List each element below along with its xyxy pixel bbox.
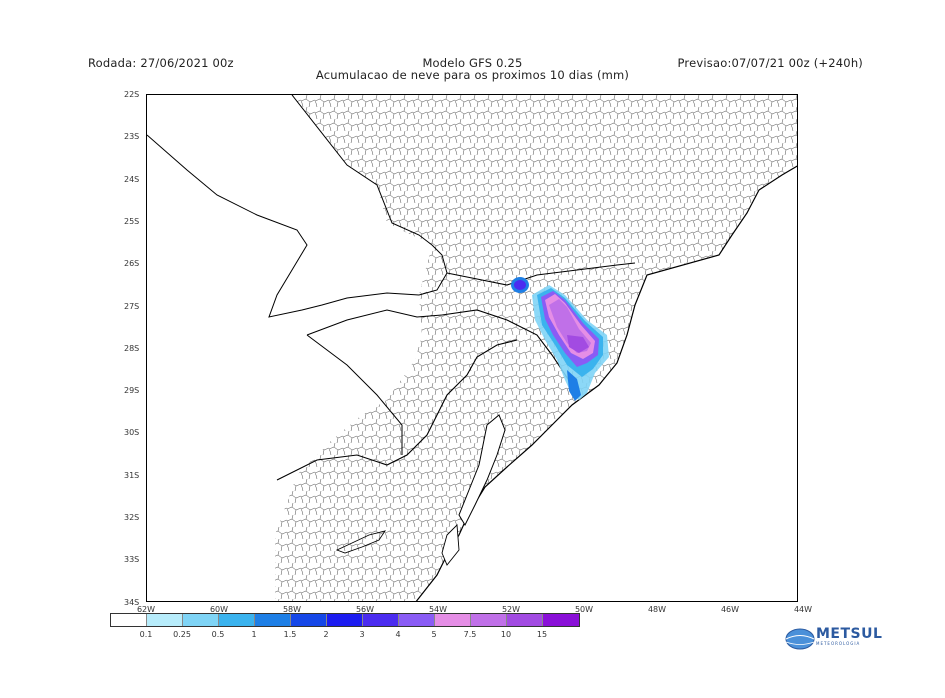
snow-accumulation <box>511 277 609 401</box>
longitude-label: 56W <box>355 605 375 614</box>
forecast-label: Previsao:07/07/21 00z (+240h) <box>677 56 863 70</box>
map-panel <box>146 94 798 602</box>
map-svg <box>147 95 797 601</box>
colorbar-cell <box>363 614 399 626</box>
latitude-label: 34S <box>124 597 140 607</box>
colorbar-cell <box>327 614 363 626</box>
colorbar-cell <box>543 614 579 626</box>
colorbar-cell <box>255 614 291 626</box>
colorbar-label: 1.5 <box>283 630 297 639</box>
colorbar-label: 2 <box>323 630 329 639</box>
country-border-west <box>306 309 443 455</box>
colorbar-label: 7.5 <box>463 630 477 639</box>
colorbar-label: 10 <box>500 630 512 639</box>
longitude-label: 60W <box>209 605 229 614</box>
colorbar-cell <box>291 614 327 626</box>
state-border-uruguay <box>276 339 518 481</box>
latitude-label: 25S <box>124 216 140 226</box>
longitude-label: 46W <box>720 605 740 614</box>
colorbar-cell <box>219 614 255 626</box>
colorbar-label: 0.25 <box>173 630 191 639</box>
latitude-label: 28S <box>124 343 140 353</box>
colorbar-cell <box>147 614 183 626</box>
latitude-label: 23S <box>124 132 140 142</box>
state-border-pr-sc <box>446 262 636 286</box>
colorbar-cell <box>471 614 507 626</box>
colorbar-label: 1 <box>251 630 257 639</box>
latitude-label: 22S <box>124 90 140 99</box>
colorbar-cell <box>435 614 471 626</box>
metsul-globe-icon <box>785 628 815 650</box>
latitude-label: 26S <box>124 259 140 269</box>
rio-de-la-plata-shore <box>335 530 387 554</box>
colorbar-label: 0.1 <box>139 630 153 639</box>
colorbar-cell <box>111 614 147 626</box>
model-title: Modelo GFS 0.25 <box>422 56 523 70</box>
country-border-paraguay <box>147 134 420 318</box>
latitude-label: 30S <box>124 428 140 438</box>
coastline <box>415 165 797 601</box>
colorbar-label: 4 <box>395 630 401 639</box>
latitude-label: 29S <box>124 386 140 396</box>
latitude-label: 27S <box>124 301 140 311</box>
run-label: Rodada: 27/06/2021 00z <box>88 56 234 70</box>
latitude-label: 31S <box>124 470 140 480</box>
longitude-label: 52W <box>501 605 521 614</box>
longitude-label: 54W <box>428 605 448 614</box>
longitude-label: 44W <box>793 605 813 614</box>
lagoa-mirim <box>441 523 460 566</box>
colorbar-cell <box>507 614 543 626</box>
longitude-label: 48W <box>647 605 667 614</box>
longitude-label: 58W <box>282 605 302 614</box>
latitude-label: 24S <box>124 174 140 184</box>
metsul-logo-text: METSUL <box>816 626 883 642</box>
longitude-label: 50W <box>574 605 594 614</box>
colorbar <box>110 613 580 627</box>
colorbar-label: 0.5 <box>211 630 225 639</box>
municipal-borders <box>275 95 797 601</box>
map-subtitle: Acumulacao de neve para os proximos 10 d… <box>315 68 630 82</box>
colorbar-label: 3 <box>359 630 365 639</box>
colorbar-cell <box>399 614 435 626</box>
colorbar-cell <box>183 614 219 626</box>
state-border-sc-rs <box>441 309 573 386</box>
longitude-label: 62W <box>136 605 156 614</box>
colorbar-label: 15 <box>536 630 548 639</box>
latitude-label: 33S <box>124 555 140 565</box>
metsul-logo-tagline: METEOROLOGIA <box>816 641 861 646</box>
lagoa-dos-patos <box>458 414 506 527</box>
latitude-label: 32S <box>124 513 140 522</box>
colorbar-label: 5 <box>431 630 437 639</box>
